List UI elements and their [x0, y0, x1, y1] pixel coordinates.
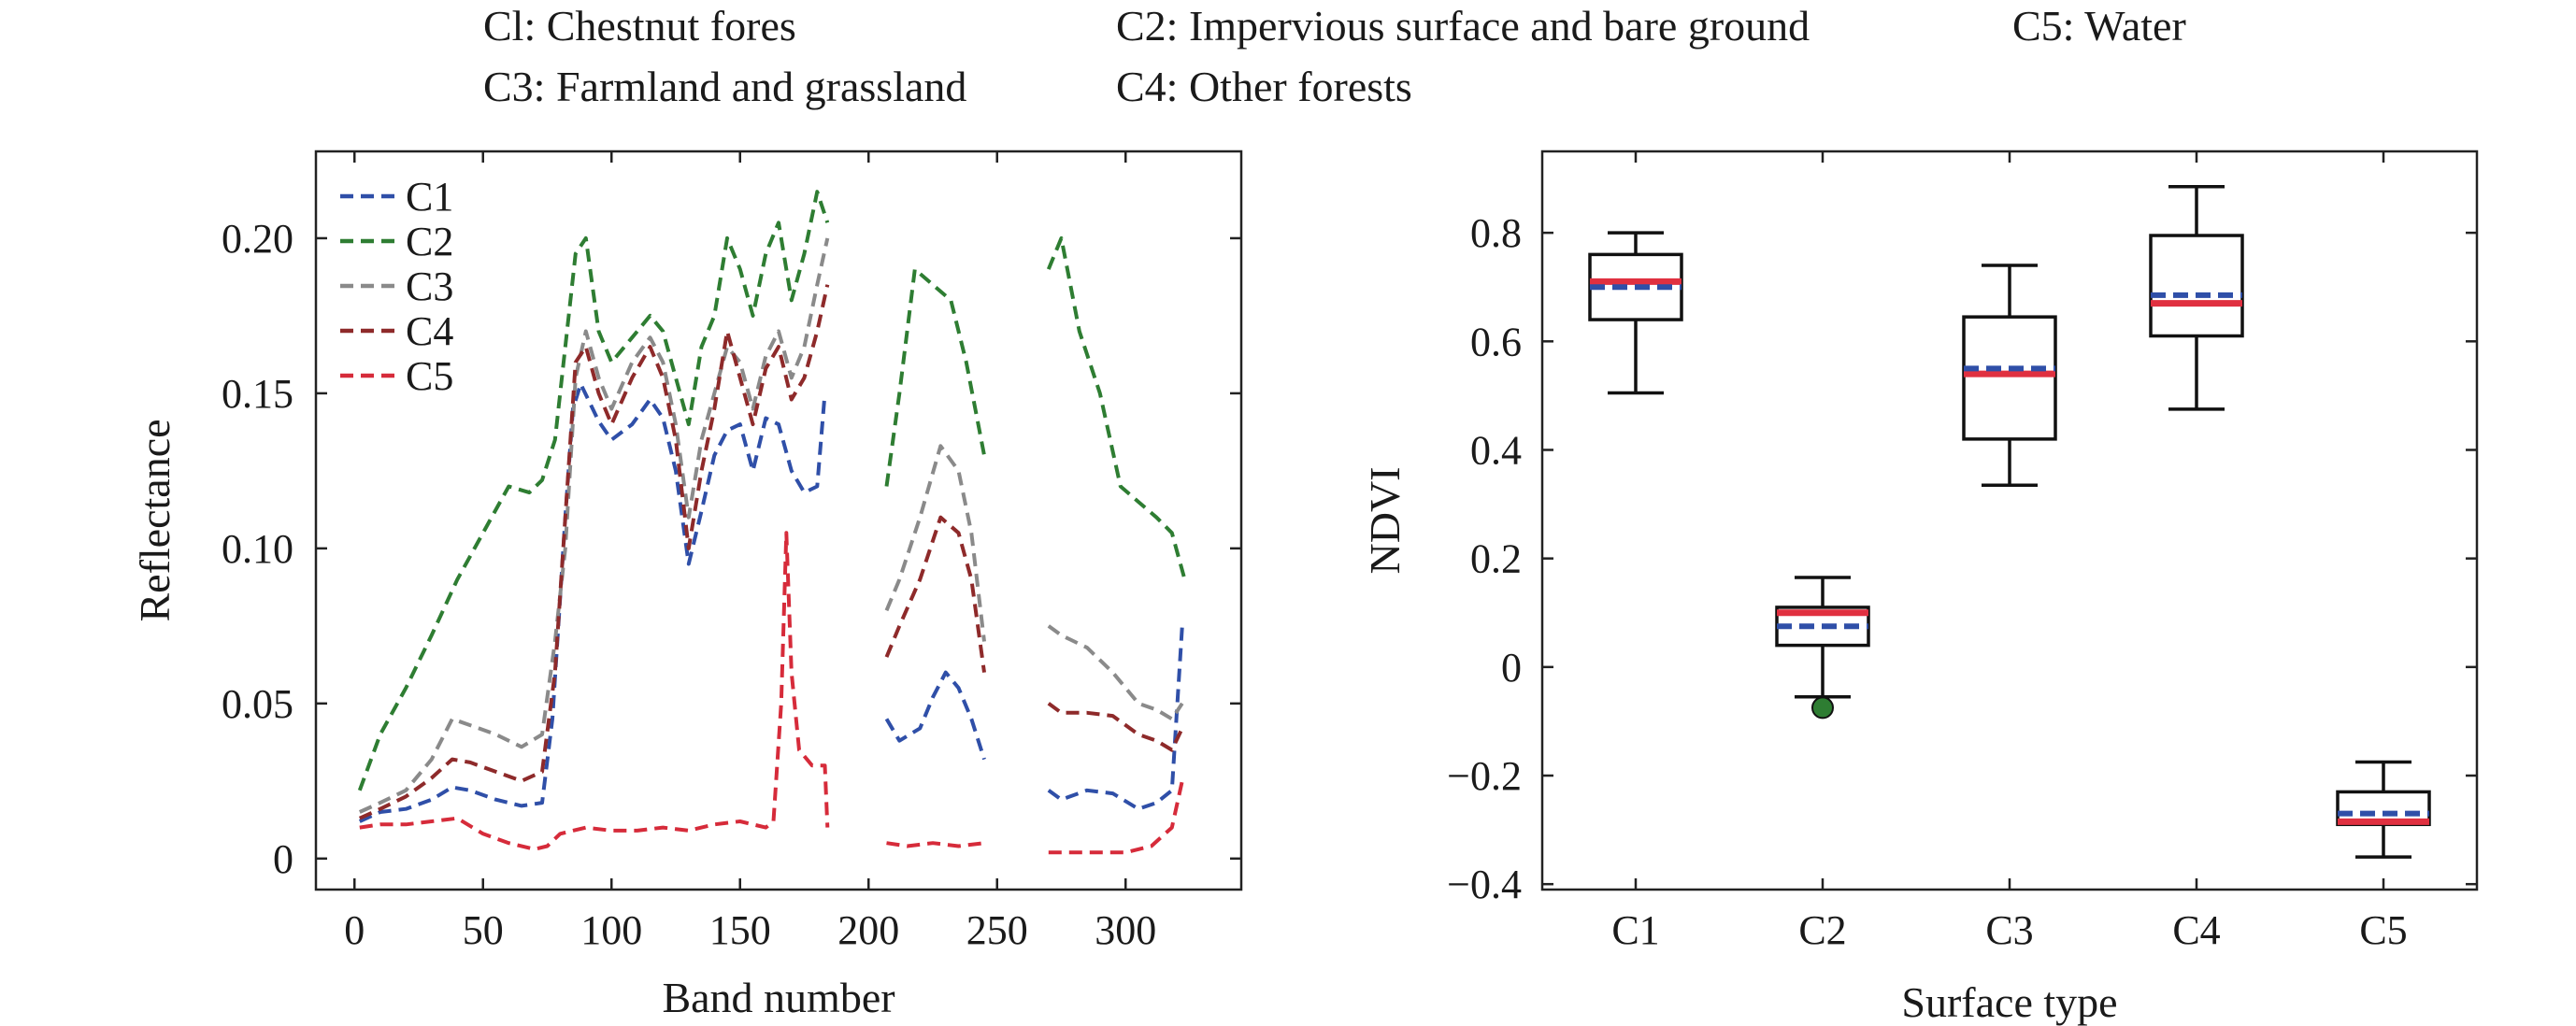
outlier-point: [1811, 696, 1834, 720]
reflectance-x-title: Band number: [662, 974, 894, 1021]
ndvi-ticks: −0.4 −0.2 0 0.2 0.4 0.6 0.8 C1 C2 C3 C4 C5: [1447, 151, 2477, 953]
series-line-c1: [884, 670, 986, 761]
y-tick-label: −0.4: [1447, 862, 1522, 907]
legend-label-c3: C3: [406, 264, 453, 309]
series-line-c1: [1047, 625, 1184, 811]
reflectance-plot-frame: [314, 150, 1243, 891]
caption: Cl: Chestnut fores C2: Impervious surfac…: [483, 2, 2186, 110]
x-tick-label: 200: [837, 907, 899, 953]
ndvi-x-title: Surface type: [1901, 978, 2117, 1026]
series-line-c5: [359, 531, 830, 851]
x-tick-label: 300: [1095, 907, 1156, 953]
x-tick-label: C2: [1798, 907, 1846, 953]
ndvi-chart: −0.4 −0.2 0 0.2 0.4 0.6 0.8 C1 C2 C3 C4 C5 Surface …: [1361, 150, 2479, 1026]
series-line-c2: [357, 190, 830, 791]
legend-label-c4: C4: [406, 308, 453, 354]
series-line-c4: [358, 284, 830, 820]
caption-c2: C2: Impervious surface and bare ground: [1116, 2, 1810, 50]
x-tick-label: 0: [344, 907, 365, 953]
series-line-c4: [1047, 702, 1184, 752]
caption-c4: C4: Other forests: [1116, 63, 1412, 110]
series-line-c3: [1047, 624, 1184, 721]
reflectance-series: [357, 190, 1187, 855]
legend-label-c5: C5: [406, 353, 453, 399]
box-c2: [1775, 576, 1870, 720]
series-line-c3: [358, 237, 830, 814]
reflectance-y-title: Reflectance: [131, 419, 179, 621]
x-tick-label: C4: [2172, 907, 2220, 953]
box-c3: [1962, 264, 2057, 487]
y-tick-label: 0.10: [222, 526, 293, 572]
series-line-c2: [1046, 235, 1187, 580]
y-tick-label: 0.4: [1470, 427, 1522, 473]
y-tick-label: 0.8: [1470, 210, 1522, 256]
x-tick-label: 250: [966, 907, 1028, 953]
y-tick-label: −0.2: [1447, 753, 1522, 799]
legend-label-c1: C1: [406, 174, 453, 220]
caption-c3: C3: Farmland and grassland: [483, 63, 966, 110]
y-tick-label: 0.05: [222, 681, 293, 727]
series-line-c5: [1048, 780, 1184, 855]
series-line-c2: [884, 267, 986, 487]
y-tick-label: 0.20: [222, 216, 293, 262]
caption-c5: C5: Water: [2012, 2, 2186, 50]
x-tick-label: C1: [1611, 907, 1659, 953]
legend-label-c2: C2: [406, 219, 453, 264]
x-tick-label: 150: [709, 907, 771, 953]
x-tick-label: 100: [580, 907, 642, 953]
caption-c1: Cl: Chestnut fores: [483, 2, 796, 50]
iqr-box: [2149, 234, 2244, 338]
ndvi-boxes: [1588, 185, 2431, 859]
box-c1: [1588, 231, 1683, 395]
iqr-box: [1962, 315, 2057, 441]
series-line-c1: [358, 381, 827, 823]
x-tick-label: 50: [463, 907, 504, 953]
box-c5: [2336, 760, 2431, 859]
reflectance-ticks: 0 50 100 150 200 250 300 0 0.05 0.10 0.15 0.20: [222, 151, 1241, 953]
x-tick-label: C5: [2359, 907, 2407, 953]
y-tick-label: 0.2: [1470, 536, 1522, 582]
y-tick-label: 0: [273, 836, 293, 882]
series-line-c3: [884, 444, 986, 642]
y-tick-label: 0.6: [1470, 319, 1522, 364]
y-tick-label: 0.15: [222, 371, 293, 417]
series-line-c4: [884, 515, 986, 673]
ndvi-y-title: NDVI: [1361, 467, 1409, 575]
series-line-c5: [886, 841, 985, 848]
y-tick-label: 0: [1501, 645, 1522, 691]
x-tick-label: C3: [1985, 907, 2033, 953]
reflectance-chart: 0 50 100 150 200 250 300 0 0.05 0.10 0.15 0.20 C1C2…: [131, 150, 1243, 1021]
box-c4: [2149, 185, 2244, 411]
